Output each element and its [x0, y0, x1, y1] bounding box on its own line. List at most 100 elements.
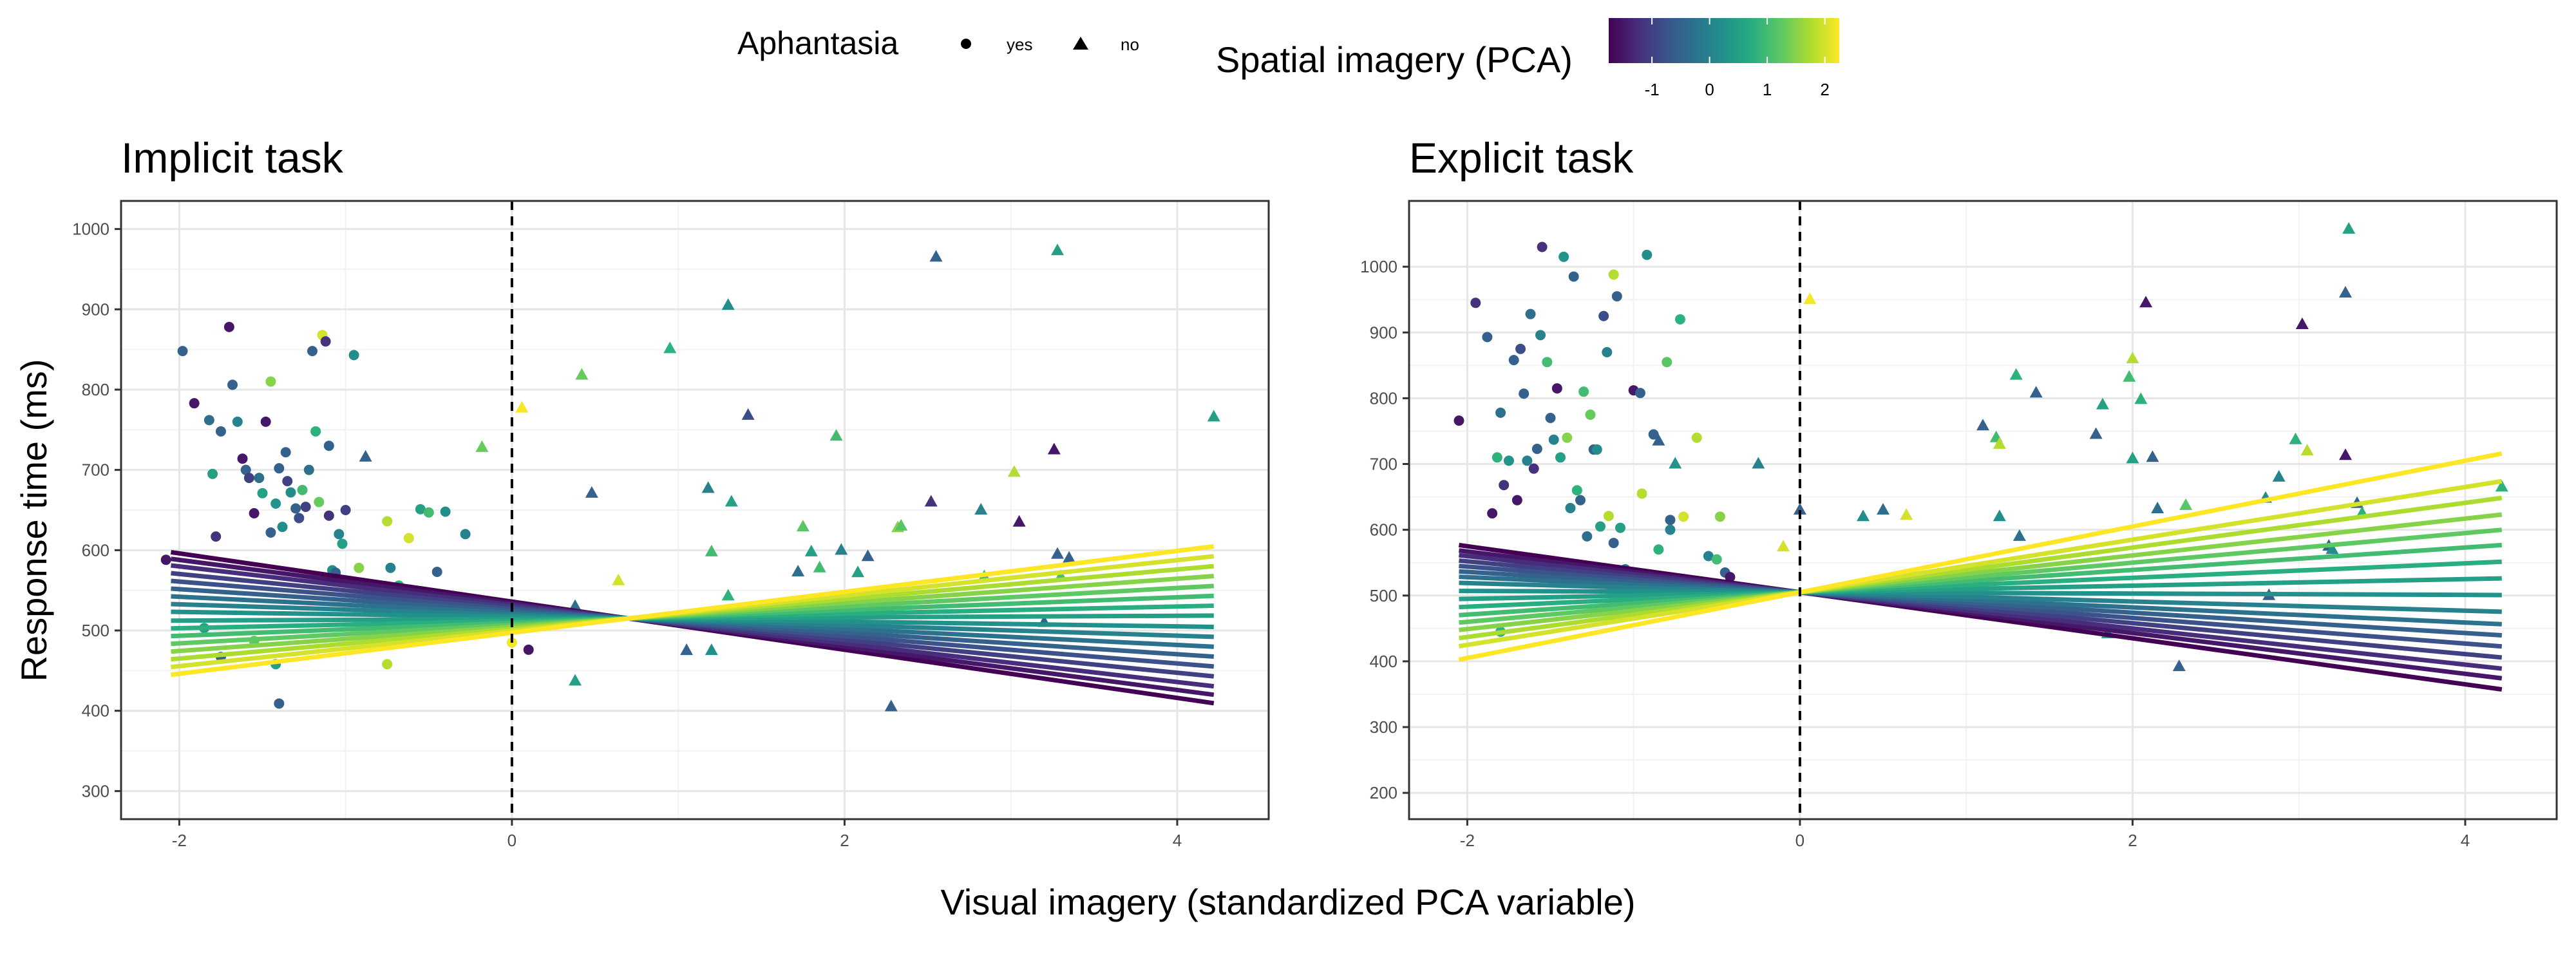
point-circle: [223, 321, 234, 332]
point-circle: [1482, 332, 1493, 343]
point-circle: [1492, 452, 1502, 463]
point-circle: [1535, 330, 1546, 341]
point-circle: [1603, 511, 1614, 522]
point-circle: [1499, 480, 1510, 491]
fit-line: [1459, 495, 2503, 641]
point-triangle: [861, 549, 875, 562]
point-triangle: [741, 408, 755, 420]
fit-line: [1458, 478, 2503, 649]
point-triangle: [1051, 547, 1065, 559]
fit-line: [1459, 576, 2502, 601]
point-triangle: [804, 544, 818, 556]
point-circle: [1555, 452, 1566, 463]
point-triangle: [1793, 503, 1806, 515]
panel-background: [1409, 201, 2557, 819]
colorbar: [1609, 18, 1839, 63]
x-tick-label: -2: [1460, 831, 1475, 850]
fit-line: [1459, 553, 2503, 671]
point-circle: [1703, 551, 1714, 562]
fit-line: [1459, 542, 2503, 618]
point-circle: [232, 416, 243, 427]
point-triangle: [1752, 457, 1765, 469]
point-circle: [1648, 429, 1659, 440]
point-circle: [323, 440, 334, 451]
colorbar-tick-label: 1: [1763, 80, 1772, 99]
point-triangle: [515, 401, 529, 413]
point-circle: [240, 464, 251, 475]
point-circle: [1674, 314, 1685, 325]
point-triangle: [705, 643, 718, 656]
point-circle: [1487, 508, 1498, 519]
point-circle: [297, 484, 308, 495]
point-circle: [1611, 291, 1622, 302]
point-circle: [160, 554, 171, 565]
point-triangle: [2289, 432, 2302, 444]
fit-line: [1459, 559, 2502, 610]
point-triangle: [851, 565, 865, 578]
point-triangle: [359, 450, 372, 462]
point-circle: [1602, 346, 1613, 357]
fit-line: [1459, 564, 2503, 649]
point-triangle: [721, 298, 735, 310]
point-circle: [243, 473, 254, 484]
point-circle: [1634, 388, 1645, 399]
panel-explicit: Explicit task -2 0 2 4 200 300 400 500 600 700 800…: [1360, 134, 2558, 850]
point-triangle: [724, 495, 738, 507]
point-triangle: [2126, 451, 2139, 464]
point-triangle: [2096, 397, 2109, 410]
point-circle: [1598, 310, 1609, 321]
x-tick-label: 4: [2461, 831, 2470, 850]
point-circle: [1495, 407, 1506, 418]
y-tick-label: 700: [1370, 455, 1397, 474]
point-triangle: [929, 250, 943, 262]
point-circle: [237, 453, 248, 464]
point-circle: [1522, 455, 1533, 466]
point-circle: [1545, 413, 1556, 424]
fit-line: [1459, 580, 2502, 614]
point-triangle: [2342, 222, 2356, 234]
point-triangle: [2012, 529, 2026, 541]
point-triangle: [2272, 469, 2286, 482]
point-circle: [320, 336, 331, 347]
point-circle: [1725, 572, 1736, 583]
point-circle: [1537, 242, 1548, 252]
point-triangle: [569, 674, 582, 686]
y-tick-label: 400: [1370, 652, 1397, 671]
panel-title-implicit: Implicit task: [121, 134, 344, 182]
point-circle: [1665, 515, 1676, 526]
point-circle: [323, 510, 334, 521]
point-circle: [1515, 343, 1526, 354]
point-triangle: [721, 589, 735, 601]
point-triangle: [835, 543, 848, 555]
point-triangle: [2300, 444, 2314, 456]
point-circle: [1558, 251, 1569, 262]
point-triangle: [663, 341, 677, 354]
point-triangle: [705, 544, 718, 556]
point-circle: [290, 503, 301, 514]
point-triangle: [1777, 540, 1790, 552]
point-circle: [300, 502, 311, 513]
point-circle: [314, 497, 325, 507]
point-triangle: [575, 368, 589, 380]
color-legend: Spatial imagery (PCA) -1 0 1 2: [1216, 18, 1839, 99]
point-circle: [382, 516, 393, 527]
x-tick-label: 2: [840, 831, 849, 850]
point-triangle: [1063, 551, 1076, 563]
point-circle: [1551, 383, 1562, 394]
shape-legend-title: Aphantasia: [737, 25, 898, 61]
x-tick-label: 2: [2128, 831, 2137, 850]
point-triangle: [2146, 450, 2159, 462]
point-triangle: [796, 520, 810, 532]
fit-lines: [1458, 451, 2503, 692]
point-triangle: [2325, 542, 2339, 554]
point-circle: [337, 538, 348, 549]
point-circle: [1525, 308, 1536, 319]
fit-line: [1459, 558, 2503, 660]
point-circle: [307, 346, 317, 357]
point-circle: [211, 531, 222, 542]
point-triangle: [1877, 503, 1890, 515]
point-circle: [1528, 463, 1539, 474]
point-circle: [310, 426, 321, 437]
point-circle: [1571, 485, 1582, 496]
y-tick-label: 400: [82, 701, 109, 721]
